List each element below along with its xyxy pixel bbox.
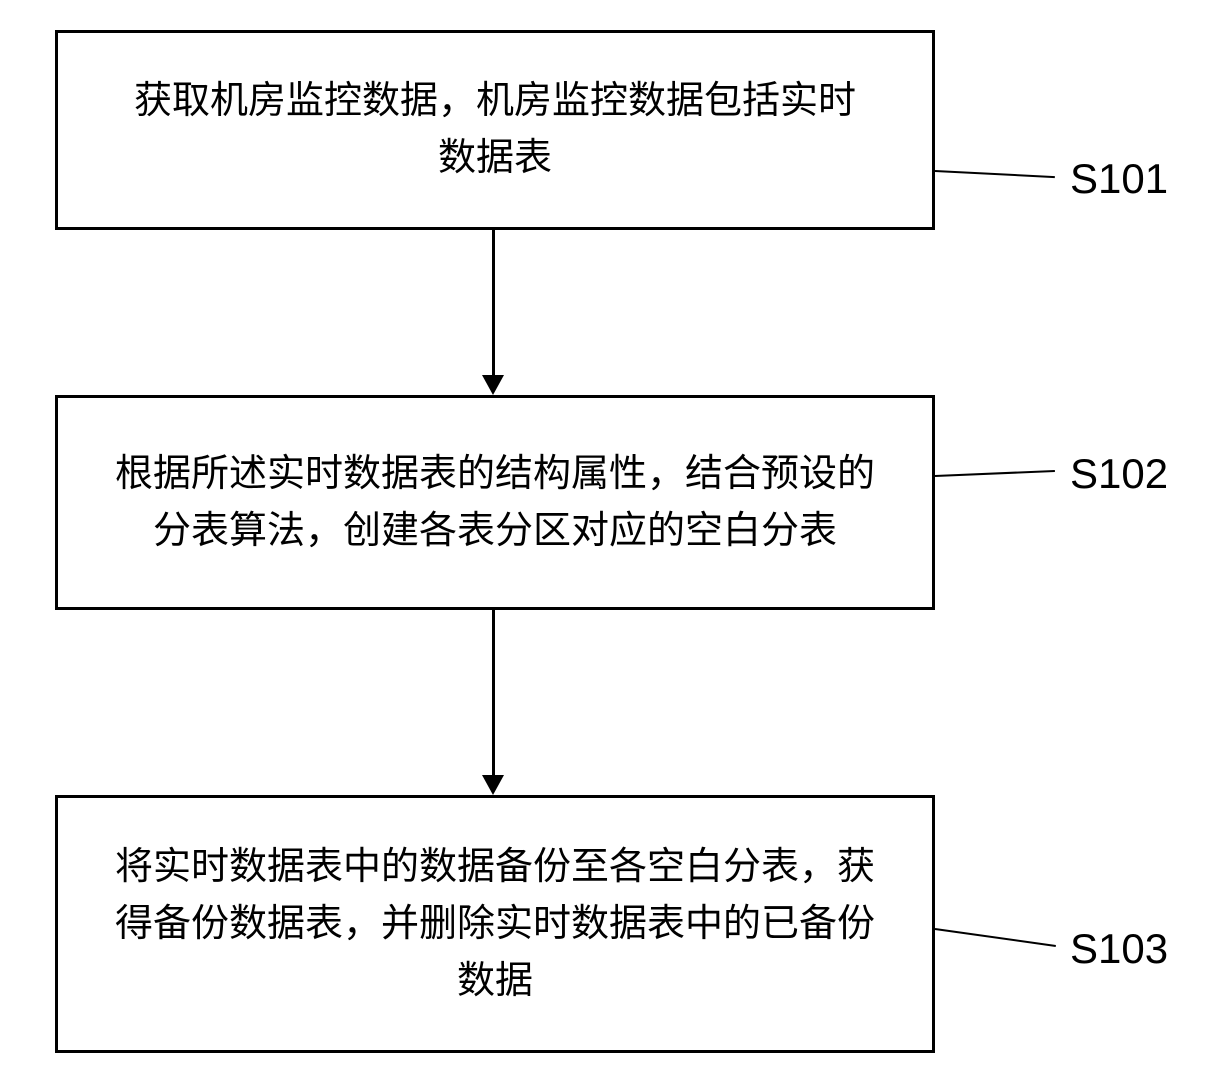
label-connector-3	[935, 928, 1056, 947]
edge-1	[492, 230, 495, 375]
node-2-text: 根据所述实时数据表的结构属性，结合预设的 分表算法，创建各表分区对应的空白分表	[115, 446, 875, 560]
node-1-label: S101	[1070, 155, 1168, 203]
node-1-line2: 数据表	[438, 137, 552, 179]
node-3-label: S103	[1070, 925, 1168, 973]
node-2-line1: 根据所述实时数据表的结构属性，结合预设的	[115, 453, 875, 495]
edge-1-arrow	[482, 375, 504, 395]
flowchart-node-3: 将实时数据表中的数据备份至各空白分表，获 得备份数据表，并删除实时数据表中的已备…	[55, 795, 935, 1053]
node-2-line2: 分表算法，创建各表分区对应的空白分表	[153, 510, 837, 552]
edge-2	[492, 610, 495, 775]
label-connector-2	[935, 470, 1055, 477]
node-1-text: 获取机房监控数据，机房监控数据包括实时 数据表	[134, 73, 856, 187]
node-1-line1: 获取机房监控数据，机房监控数据包括实时	[134, 80, 856, 122]
flowchart-node-1: 获取机房监控数据，机房监控数据包括实时 数据表	[55, 30, 935, 230]
node-2-label: S102	[1070, 450, 1168, 498]
node-3-line1: 将实时数据表中的数据备份至各空白分表，获	[115, 846, 875, 888]
edge-2-arrow	[482, 775, 504, 795]
flowchart-node-2: 根据所述实时数据表的结构属性，结合预设的 分表算法，创建各表分区对应的空白分表	[55, 395, 935, 610]
node-3-line2: 得备份数据表，并删除实时数据表中的已备份	[115, 903, 875, 945]
label-connector-1	[935, 170, 1055, 178]
flowchart-canvas: 获取机房监控数据，机房监控数据包括实时 数据表 S101 根据所述实时数据表的结…	[0, 0, 1214, 1088]
node-3-text: 将实时数据表中的数据备份至各空白分表，获 得备份数据表，并删除实时数据表中的已备…	[115, 839, 875, 1010]
node-3-line3: 数据	[457, 960, 533, 1002]
